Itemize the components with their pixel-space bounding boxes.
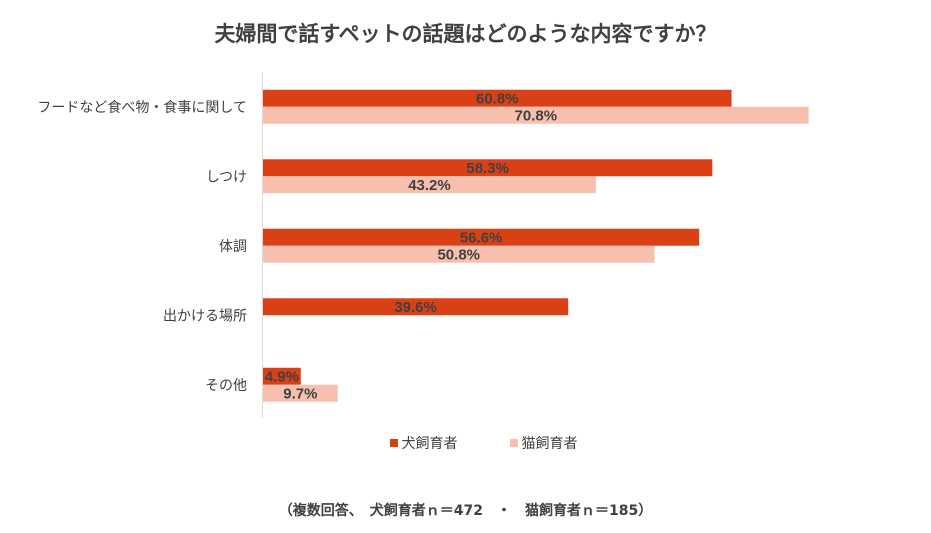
legend-item-dog: 犬飼育者 xyxy=(389,433,458,453)
bar-dog xyxy=(263,228,700,246)
category-label: しつけ xyxy=(206,169,247,185)
data-label-cat: 50.8% xyxy=(437,246,480,263)
bar-dog xyxy=(263,159,713,177)
legend-swatch-cat xyxy=(509,439,518,447)
bar-dog xyxy=(263,367,301,385)
data-label-dog: 56.6% xyxy=(460,229,503,246)
data-label-dog: 58.3% xyxy=(466,160,509,177)
bar-cat xyxy=(263,106,809,124)
bar-dog xyxy=(263,298,569,316)
chart-title: 夫婦間で話すペットの話題はどのような内容ですか？ xyxy=(214,22,717,46)
data-label-dog: 39.6% xyxy=(394,299,437,316)
data-label-cat: 9.7% xyxy=(283,385,317,402)
footnote: （複数回答、 犬飼育者ｎ＝472 ・ 猫飼育者ｎ＝185） xyxy=(278,503,653,519)
category-label: 体調 xyxy=(219,239,247,255)
bars-layer: フードなど食べ物・食事に関して 60.8%70.8% しつけ 58.3% 43.2% 体調… xyxy=(37,89,809,402)
legend: 犬飼育者 猫飼育者 xyxy=(0,433,931,453)
category-label: その他 xyxy=(205,378,247,394)
category-label: 出かける場所 xyxy=(163,308,247,324)
bar-cat xyxy=(263,384,338,402)
legend-swatch-dog xyxy=(389,439,398,447)
data-label-dog: 60.8% xyxy=(476,90,519,107)
bar-cat xyxy=(263,245,655,263)
category-label: フードなど食べ物・食事に関して xyxy=(37,99,247,116)
legend-item-cat: 猫飼育者 xyxy=(509,433,578,453)
data-label-cat: 43.2% xyxy=(408,177,451,194)
data-label-cat: 70.8% xyxy=(515,107,558,124)
data-label-dog: 4.9% xyxy=(265,368,299,385)
bar-cat xyxy=(263,176,596,194)
legend-label-cat: 猫飼育者 xyxy=(521,436,578,452)
legend-label-dog: 犬飼育者 xyxy=(401,436,458,452)
bar-dog xyxy=(263,89,732,107)
